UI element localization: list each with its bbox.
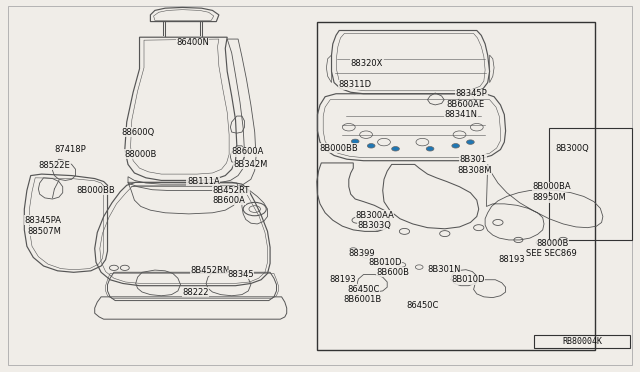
Text: 88193: 88193 [498,255,525,264]
Text: 88399: 88399 [349,249,376,258]
Text: 8B000BA: 8B000BA [532,182,571,191]
Text: 88311D: 88311D [338,80,371,89]
Text: 8B600B: 8B600B [376,268,410,277]
Circle shape [392,147,399,151]
Text: 86450C: 86450C [348,285,380,294]
Text: 88950M: 88950M [532,193,566,202]
Text: 8B600A: 8B600A [212,196,245,205]
Text: 88341N: 88341N [444,110,477,119]
Text: 88193: 88193 [330,275,356,284]
Text: 86400N: 86400N [176,38,209,47]
Text: 88000B: 88000B [536,239,569,248]
Text: 88345PA: 88345PA [24,216,61,225]
Text: RB80004K: RB80004K [563,337,602,346]
Text: 88345P: 88345P [456,89,488,98]
Text: 8B452RN: 8B452RN [191,266,230,275]
Text: 88000B: 88000B [125,150,157,159]
Text: 8B000BB: 8B000BB [77,186,116,195]
Text: 8B000BB: 8B000BB [319,144,358,153]
Text: 88522E: 88522E [38,161,70,170]
Text: 8B300AA: 8B300AA [355,211,394,219]
Text: 8B308M: 8B308M [457,166,492,175]
Text: 8B301: 8B301 [460,155,486,164]
Circle shape [467,140,474,144]
Text: SEE SEC869: SEE SEC869 [526,249,577,258]
Text: 8B342M: 8B342M [234,160,268,169]
Text: 88600Q: 88600Q [122,128,155,137]
Text: 88345: 88345 [227,270,254,279]
Text: 88600A: 88600A [232,147,264,156]
Text: 88507M: 88507M [28,227,61,236]
Text: 8B300Q: 8B300Q [556,144,589,153]
Text: 8B301N: 8B301N [428,265,461,274]
Circle shape [426,147,434,151]
Text: 8B452RT: 8B452RT [212,186,250,195]
Text: 88222: 88222 [182,288,209,296]
Circle shape [452,144,460,148]
Text: 8B600AE: 8B600AE [447,100,485,109]
Text: 8B6001B: 8B6001B [343,295,381,304]
Text: 86450C: 86450C [406,301,439,310]
Circle shape [367,144,375,148]
Text: 8B111A: 8B111A [187,177,220,186]
Text: 8B303Q: 8B303Q [357,221,391,230]
Text: 8B010D: 8B010D [368,258,401,267]
Text: 88320X: 88320X [351,60,383,68]
Circle shape [351,139,359,144]
Text: 87418P: 87418P [54,145,86,154]
Text: 8B010D: 8B010D [451,275,484,284]
